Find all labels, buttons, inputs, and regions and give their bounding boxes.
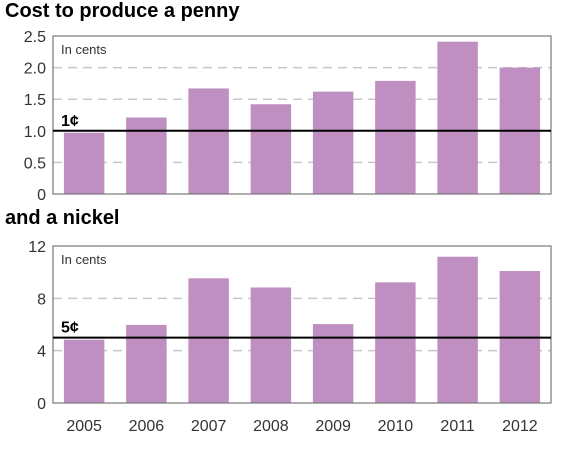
y-tick-label: 0 <box>37 187 46 204</box>
x-tick-label: 2012 <box>502 418 538 435</box>
bar-2011 <box>437 41 478 194</box>
y-tick-label: 1.0 <box>24 124 46 141</box>
y-tick-label: 2.0 <box>24 61 46 78</box>
bar-2007 <box>188 88 229 194</box>
bar-2005 <box>63 132 105 194</box>
y-tick-label: 8 <box>37 291 46 308</box>
unit-label: In cents <box>61 252 107 267</box>
bar-2008 <box>250 287 292 403</box>
bar-2009 <box>312 91 354 194</box>
bar-2010 <box>375 282 416 403</box>
unit-label: In cents <box>61 42 107 57</box>
x-tick-label: 2006 <box>129 418 165 435</box>
bar-2011 <box>437 256 478 403</box>
x-tick-label: 2009 <box>315 418 351 435</box>
bar-2008 <box>250 104 292 194</box>
bars <box>63 256 541 403</box>
penny-cost-chart: 0 0.5 1.0 1.5 2.0 2.5 1¢ In cents <box>24 29 552 204</box>
reference-label: 1¢ <box>61 113 79 130</box>
reference-label: 5¢ <box>61 320 79 337</box>
y-tick-label: 4 <box>37 344 46 361</box>
y-tick-label: 2.5 <box>24 29 46 46</box>
x-tick-label: 2010 <box>378 418 414 435</box>
y-tick-label: 0 <box>37 396 46 413</box>
x-tick-label: 2008 <box>253 418 289 435</box>
x-tick-label: 2011 <box>440 418 475 435</box>
y-axis-ticks: 0 4 8 12 <box>28 239 46 413</box>
y-tick-label: 12 <box>28 239 46 256</box>
y-tick-label: 0.5 <box>24 155 46 172</box>
y-axis-ticks: 0 0.5 1.0 1.5 2.0 2.5 <box>24 29 46 204</box>
bar-2010 <box>375 80 416 194</box>
chart-title-nickel: and a nickel <box>5 207 120 229</box>
plot-frame <box>52 35 552 195</box>
x-tick-label: 2007 <box>191 418 227 435</box>
plot-frame <box>52 245 552 404</box>
bar-2007 <box>188 278 229 403</box>
y-tick-label: 1.5 <box>24 92 46 109</box>
x-tick-label: 2005 <box>66 418 102 435</box>
chart-title-penny: Cost to produce a penny <box>5 0 240 22</box>
x-axis-ticks: 2005 2006 2007 2008 2009 2010 2011 2012 <box>66 418 537 435</box>
bar-2005 <box>63 339 105 403</box>
bar-2009 <box>312 324 354 403</box>
